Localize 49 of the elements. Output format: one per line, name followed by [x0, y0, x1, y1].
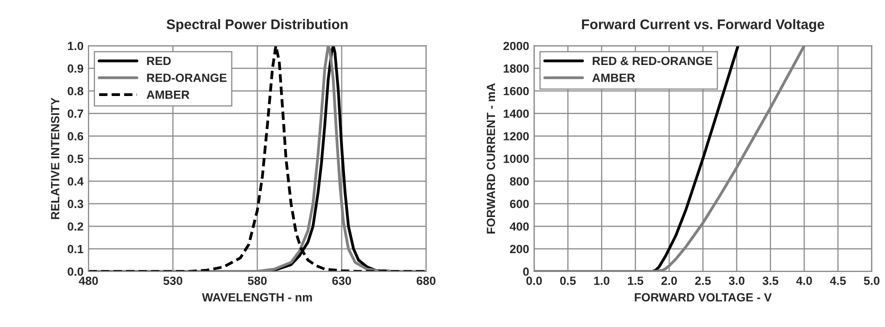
y-tick-label: 1200: [504, 132, 529, 140]
x-tick-label: 0.0: [526, 276, 542, 285]
y-tick-label: 1400: [504, 110, 529, 118]
x-tick-label: 4.0: [796, 276, 812, 285]
x-tick-label: 5.0: [864, 276, 880, 285]
legend-label: RED: [147, 56, 171, 65]
legend-label: RED & RED-ORANGE: [592, 56, 712, 66]
y-tick-label: 0.6: [68, 132, 84, 140]
y-tick-label: 1000: [504, 154, 529, 163]
x-tick-label: 530: [163, 276, 182, 285]
x-axis-title: FORWARD VOLTAGE - V: [634, 293, 772, 302]
x-tick-label: 580: [248, 276, 267, 285]
y-tick-label: 0.2: [68, 222, 84, 231]
y-axis-title: RELATIVE INTENSITY: [50, 98, 60, 220]
y-tick-label: 200: [510, 244, 529, 254]
chart-title: Spectral Power Distribution: [166, 19, 348, 32]
x-tick-label: 0.5: [560, 276, 576, 285]
y-tick-label: 0.5: [68, 154, 84, 163]
y-tick-label: 0.7: [68, 110, 84, 118]
y-tick-label: 2000: [503, 42, 529, 50]
x-tick-label: 1.5: [628, 276, 644, 285]
y-tick-label: 0.4: [68, 177, 84, 186]
x-tick-label: 4.5: [830, 276, 846, 285]
y-axis-title: FORWARD CURRENT - mA: [486, 83, 496, 234]
y-tick-label: 600: [510, 200, 529, 208]
y-tick-label: 0.9: [68, 64, 84, 73]
y-tick-label: 0: [523, 267, 529, 276]
x-tick-label: 3.5: [762, 276, 778, 285]
y-tick-label: 400: [510, 222, 529, 231]
y-tick-label: 0.8: [68, 86, 84, 96]
x-tick-label: 1.0: [594, 276, 610, 285]
legend-label: RED-ORANGE: [147, 74, 227, 82]
y-tick-label: 1.0: [68, 42, 84, 50]
legend-label: AMBER: [146, 90, 190, 99]
x-tick-label: 2.5: [695, 276, 711, 285]
legend-label: AMBER: [592, 74, 636, 82]
y-tick-label: 800: [510, 177, 529, 186]
y-tick-label: 1600: [504, 86, 529, 96]
y-tick-label: 0.3: [68, 200, 84, 208]
x-tick-label: 3.0: [728, 276, 744, 285]
x-tick-label: 630: [332, 276, 352, 285]
chart-title: Forward Current vs. Forward Voltage: [582, 19, 824, 32]
y-tick-label: 0.1: [68, 244, 84, 254]
x-axis-title: WAVELENGTH - nm: [202, 293, 312, 302]
y-tick-label: 0.0: [68, 267, 84, 276]
x-tick-label: 680: [416, 276, 436, 285]
y-tick-label: 1800: [504, 64, 529, 73]
x-tick-label: 480: [78, 276, 98, 285]
x-tick-label: 2.0: [661, 276, 677, 285]
